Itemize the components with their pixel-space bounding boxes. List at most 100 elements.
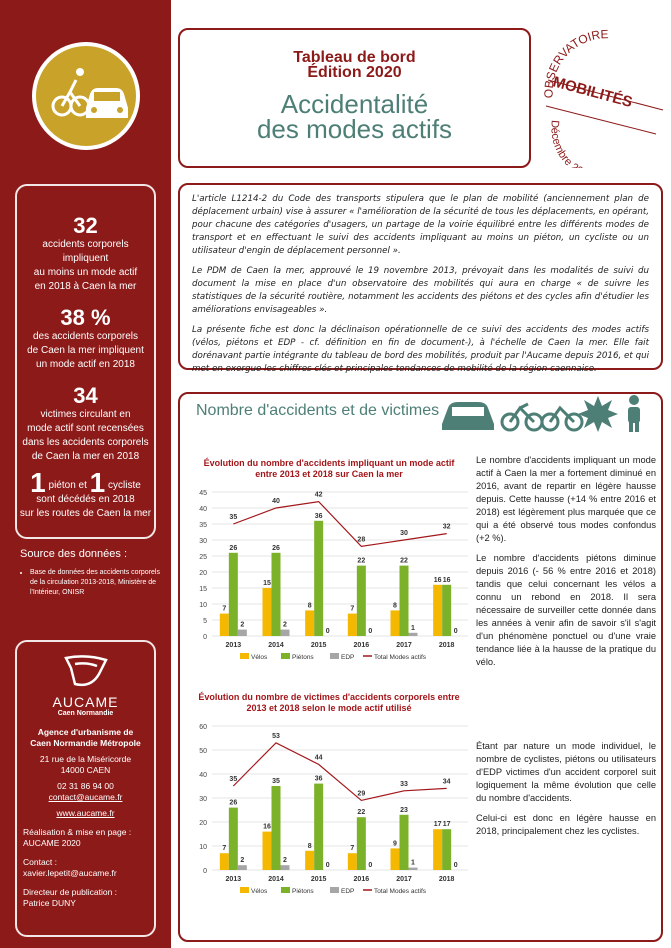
sidebar: 32 accidents corporels impliquent au moins… <box>0 0 171 948</box>
x-tick-label: 2013 <box>226 876 242 883</box>
data-label: 8 <box>308 602 312 609</box>
data-label: 1 <box>411 625 415 632</box>
y-tick-label: 50 <box>199 748 207 755</box>
stat-line: accidents corporels <box>42 239 129 250</box>
intro-paragraph: La présente fiche est donc la déclinaiso… <box>192 325 649 374</box>
email-link[interactable]: contact@aucame.fr <box>48 792 123 802</box>
brand-name: AUCAME <box>52 694 119 710</box>
bar-vélos <box>219 853 229 870</box>
data-label: 26 <box>272 545 280 552</box>
total-data-label: 32 <box>443 524 451 531</box>
bar-vélos <box>305 610 315 636</box>
legend-entry: Total Modes actifs <box>374 888 427 895</box>
data-label: 16 <box>443 577 451 584</box>
stamp-bottom: Décembre 2020 <box>548 120 594 168</box>
bicycle-icon <box>500 402 544 432</box>
stat-value: 38 % <box>60 305 111 330</box>
bar-vélos <box>390 848 400 870</box>
data-label: 16 <box>263 824 271 831</box>
key-figures-box: 32 accidents corporels impliquent au moins… <box>15 184 156 539</box>
stat-text: des accidents corporels de Caen la mer im… <box>17 330 154 372</box>
total-data-label: 35 <box>229 776 237 783</box>
legend-swatch <box>330 887 339 893</box>
bar-piétons <box>442 584 452 636</box>
bar-edp <box>237 865 247 870</box>
page-title: des modes actifs <box>256 114 453 144</box>
stat-line: en 2018 à Caen la mer <box>34 281 137 292</box>
bar-piétons <box>356 565 366 636</box>
y-tick-label: 30 <box>199 796 207 803</box>
bar-edp <box>280 629 290 636</box>
data-label: 36 <box>315 513 323 520</box>
pedestrian-icon <box>628 395 640 432</box>
label: Contact : <box>23 857 58 867</box>
header-subtitle: Tableau de bord <box>293 49 416 66</box>
stat-value: 1 <box>89 467 106 498</box>
accidents-chart: 0510152025303540452013726220141526220158… <box>199 490 468 661</box>
analysis-text-2: Étant par nature un mode individuel, le … <box>476 740 656 845</box>
bar-vélos <box>219 613 229 636</box>
collision-icon <box>578 396 618 432</box>
legend-entry: EDP <box>341 654 354 661</box>
bar-vélos <box>390 610 400 636</box>
x-tick-label: 2013 <box>226 642 242 649</box>
bar-vélos <box>262 831 272 870</box>
stat-line: des accidents corporels <box>32 331 139 342</box>
contact-box: AUCAME Caen Normandie Agence d'urbanisme… <box>15 640 156 937</box>
total-data-label: 42 <box>315 492 323 499</box>
total-data-label: 29 <box>357 790 365 797</box>
data-label: 16 <box>434 577 442 584</box>
y-tick-label: 25 <box>199 554 207 561</box>
victims-chart: 0102030405060201372622014163522015836020… <box>199 724 468 895</box>
deaths-stat: 1 piéton et 1 cycliste sont décédés en 2… <box>17 469 154 521</box>
stat-line: sont décédés en 2018 <box>36 494 135 505</box>
data-label: 26 <box>229 800 237 807</box>
stat-line: un mode actif en 2018 <box>36 359 135 370</box>
bar-vélos <box>433 829 443 870</box>
total-line <box>232 742 447 802</box>
stat-line: victimes circulant en <box>40 409 131 420</box>
bar-piétons <box>356 817 366 870</box>
bar-vélos <box>347 613 357 636</box>
bar-vélos <box>305 850 315 870</box>
intro-paragraph: L'article L1214-2 du Code des transports… <box>192 194 649 256</box>
data-label: 15 <box>263 580 271 587</box>
data-label: 7 <box>222 845 226 852</box>
total-data-label: 34 <box>443 778 451 785</box>
stat-value: 32 <box>73 213 98 238</box>
website-link[interactable]: www.aucame.fr <box>56 808 115 818</box>
legend-entry: Piétons <box>292 654 314 661</box>
source-item: Base de données des accidents corporels … <box>30 568 160 598</box>
page-header: Tableau de bord Édition 2020 Accidentalit… <box>178 28 531 168</box>
value: xavier.lepetit@aucame.fr <box>23 868 117 878</box>
data-label: 2 <box>240 622 244 629</box>
paragraph: Étant par nature un mode individuel, le … <box>476 741 656 803</box>
y-tick-label: 15 <box>199 586 207 593</box>
y-tick-label: 10 <box>199 844 207 851</box>
y-tick-label: 40 <box>199 772 207 779</box>
bar-piétons <box>228 552 238 636</box>
data-source: Source des données : Base de données des… <box>20 548 160 598</box>
total-data-label: 33 <box>400 781 408 788</box>
data-label: 2 <box>283 622 287 629</box>
y-tick-label: 20 <box>199 820 207 827</box>
stat-line: mode actif sont recensées <box>27 423 144 434</box>
data-label: 23 <box>400 807 408 814</box>
stat-value: 1 <box>30 467 46 498</box>
section-icons <box>442 395 640 432</box>
x-tick-label: 2016 <box>354 876 370 883</box>
x-tick-label: 2015 <box>311 642 327 649</box>
legend-entry: Piétons <box>292 888 314 895</box>
data-label: 0 <box>454 628 458 635</box>
bar-edp <box>408 867 418 870</box>
data-label: 0 <box>326 862 330 869</box>
legend-entry: Vélos <box>251 654 268 661</box>
data-label: 7 <box>222 606 226 613</box>
svg-text:Décembre 2020: Décembre 2020 <box>548 120 594 168</box>
bar-edp <box>280 865 290 870</box>
total-data-label: 53 <box>272 733 280 740</box>
paragraph: Celui-ci est donc en légère hausse en 20… <box>476 813 656 836</box>
stat-line: cycliste <box>108 480 141 491</box>
bar-piétons <box>228 807 238 870</box>
value: Patrice DUNY <box>23 898 76 908</box>
